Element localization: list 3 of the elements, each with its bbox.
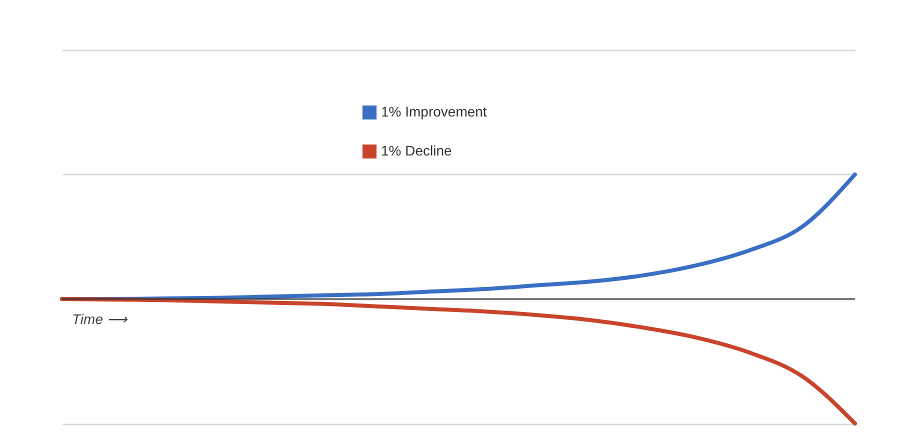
- x-axis-title: Time ⟶: [72, 310, 128, 327]
- legend-label: 1% Improvement: [381, 104, 487, 120]
- legend-label: 1% Decline: [381, 142, 452, 158]
